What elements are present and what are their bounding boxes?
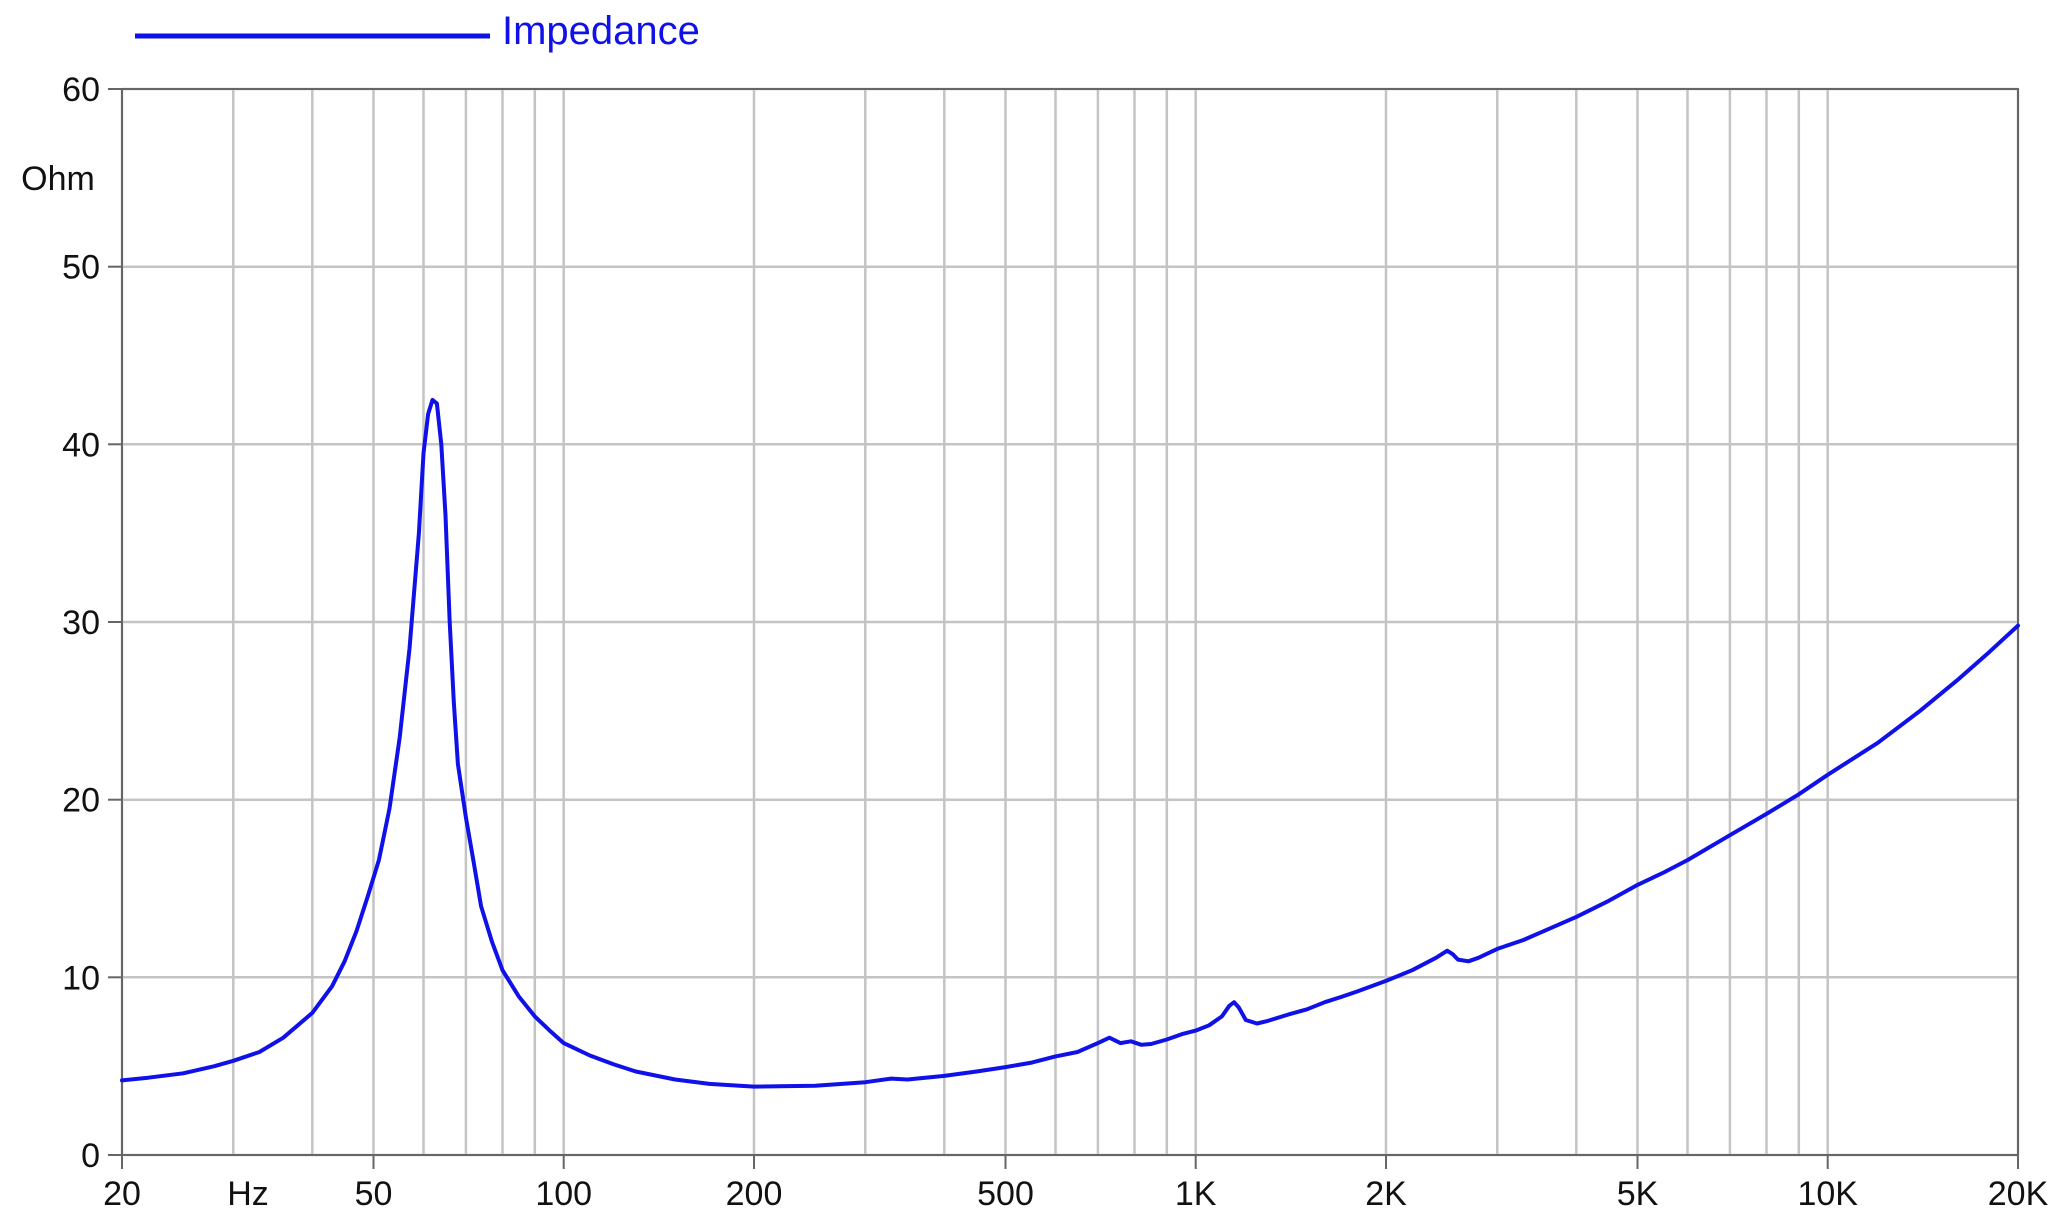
x-tick-label: 20 [103,1175,141,1213]
x-tick-label: 100 [535,1175,592,1213]
y-tick-label: 50 [62,249,100,287]
x-tick-label: 500 [977,1175,1034,1213]
y-tick-label: 30 [62,604,100,642]
y-axis-unit-label: Ohm [21,160,95,198]
x-tick-label: 2K [1365,1175,1407,1213]
x-tick-label: 5K [1617,1175,1659,1213]
x-axis-unit-label: Hz [227,1175,269,1213]
y-tick-label: 10 [62,959,100,997]
y-tick-label: 0 [81,1137,100,1175]
series-line-impedance [120,397,2020,1089]
x-tick-label: 1K [1175,1175,1217,1213]
y-tick-label: 20 [62,782,100,820]
x-axis-ticks: 20 50 100 200 500 1K 2K 5K 10K 20K [103,1155,2049,1213]
x-tick-label: 20K [1988,1175,2049,1213]
y-axis-ticks: 0 10 20 30 40 50 60 [62,71,122,1175]
legend: Impedance [135,9,700,53]
y-tick-label: 60 [62,71,100,109]
y-tick-label: 40 [62,426,100,464]
y-grid [122,87,2018,1157]
x-tick-label: 50 [355,1175,393,1213]
legend-label-impedance: Impedance [502,9,700,53]
x-tick-label: 10K [1797,1175,1858,1213]
x-tick-label: 200 [726,1175,783,1213]
series-layer [120,397,2020,1089]
